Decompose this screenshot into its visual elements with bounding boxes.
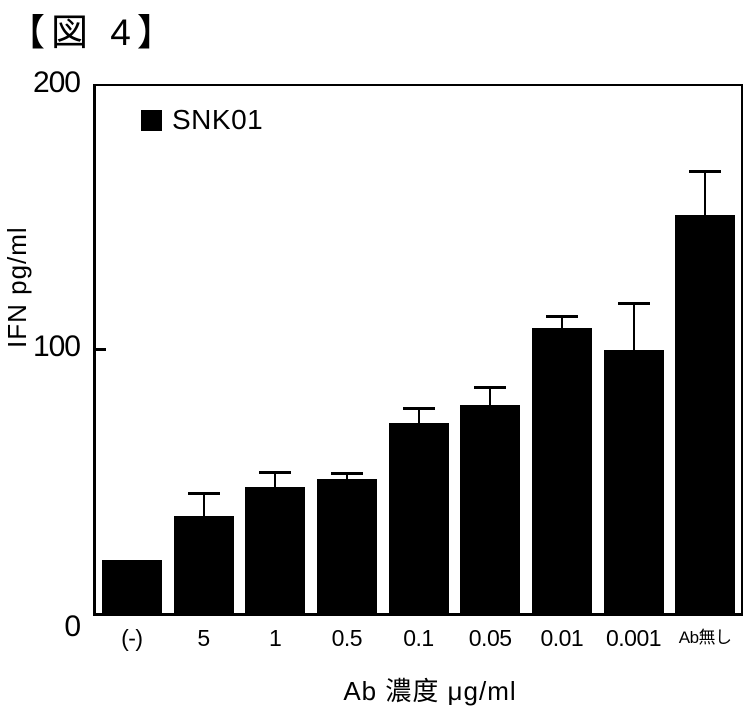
legend-square-marker-icon [141, 109, 162, 131]
error-bar [274, 470, 277, 487]
y-axis-title: IFN pg/ml [2, 226, 32, 348]
x-tick-label: 0.1 [403, 625, 434, 651]
bar [388, 423, 449, 613]
y-tick-mark [96, 348, 106, 351]
legend-label: SNK01 [172, 104, 264, 135]
bar [603, 349, 664, 613]
x-axis-title: Ab 濃度 μg/ml [343, 676, 517, 706]
bar [316, 478, 377, 613]
error-bar [202, 491, 205, 516]
y-tick-label: 200 [32, 66, 81, 99]
x-tick-label: 1 [269, 625, 282, 651]
y-tick-label: 0 [64, 610, 81, 643]
bar [101, 560, 162, 613]
bar [245, 486, 306, 613]
x-tick-label: Ab無し [678, 628, 732, 647]
x-tick-label: 5 [197, 625, 210, 651]
bar [460, 404, 521, 613]
bar [173, 515, 234, 613]
error-bar-cap [474, 386, 507, 390]
error-bar-cap [617, 302, 650, 306]
error-bar-cap [330, 472, 363, 476]
error-bar [560, 315, 563, 329]
error-bar-cap [689, 170, 722, 174]
error-bar-cap [187, 491, 220, 495]
error-bar [632, 302, 635, 350]
bar [531, 328, 592, 613]
x-tick-label: 0.05 [468, 625, 512, 651]
error-bar-cap [259, 470, 292, 474]
plot-area: SNK01 [93, 84, 743, 616]
error-bar [345, 472, 348, 479]
x-tick-label: 0.001 [605, 625, 662, 651]
error-bar [704, 170, 707, 216]
x-tick-label: 0.5 [331, 625, 363, 651]
error-bar-cap [545, 315, 578, 319]
x-tick-label: (-) [121, 625, 143, 651]
error-bar [417, 407, 420, 424]
error-bar-cap [402, 407, 435, 411]
error-bar [489, 386, 492, 405]
x-tick-label: 0.01 [540, 625, 584, 651]
bar [675, 215, 736, 613]
legend: SNK01 [141, 104, 263, 136]
figure-label: 【図 4】 [8, 12, 180, 53]
y-tick-label: 100 [32, 329, 81, 363]
